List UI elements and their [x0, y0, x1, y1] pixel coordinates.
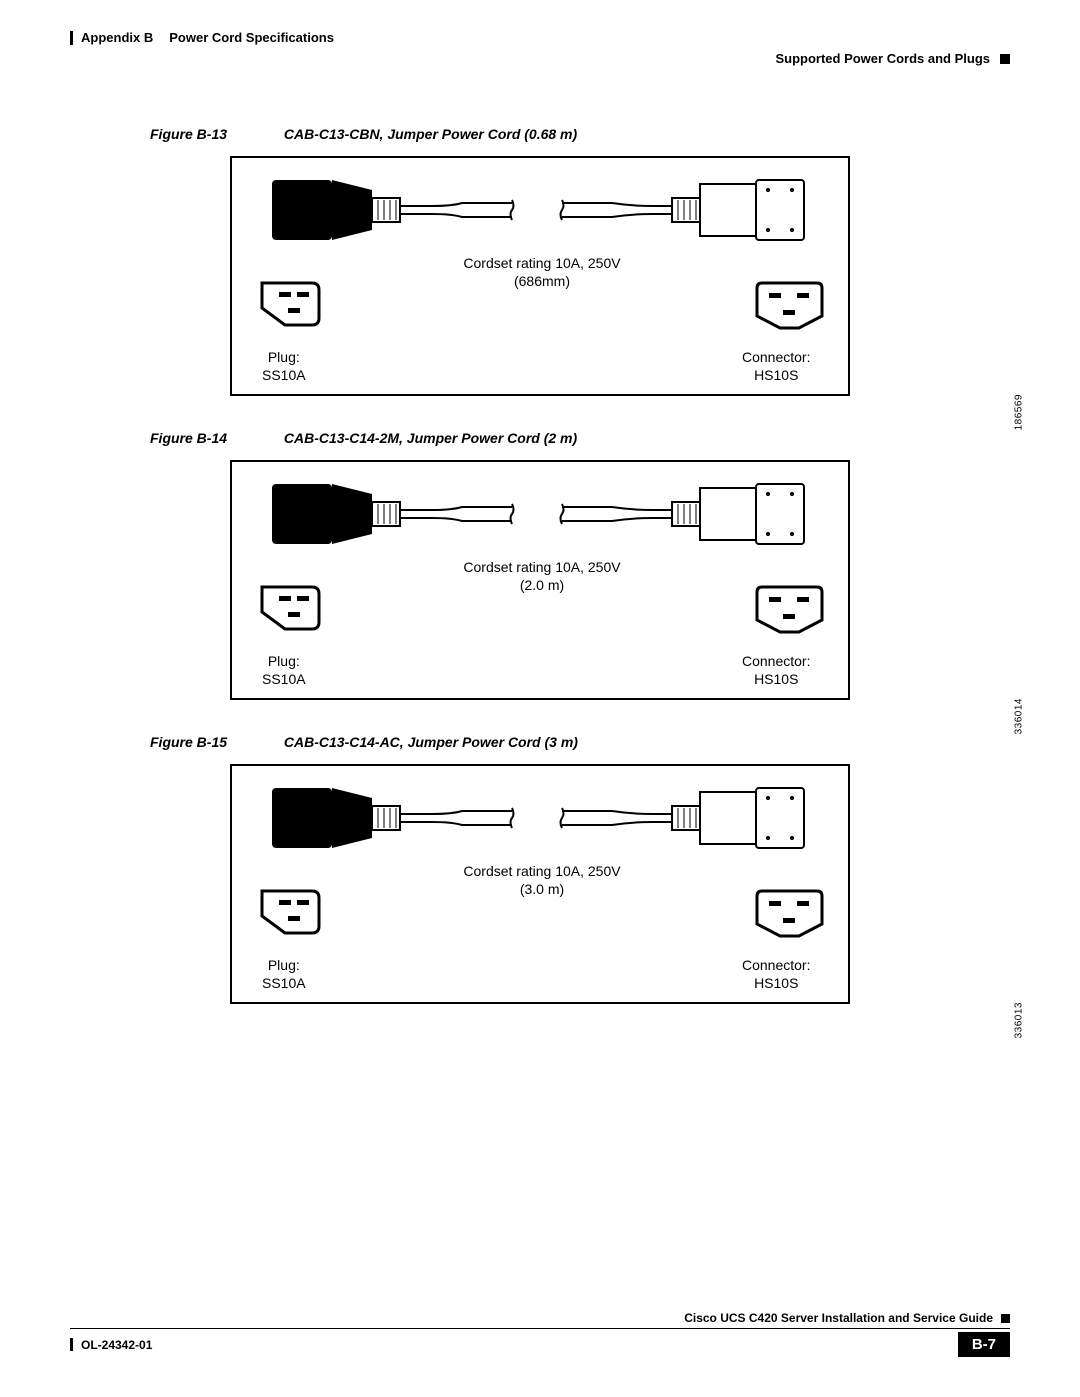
- connector-label: Connector: HS10S: [742, 652, 810, 688]
- figure-title: CAB-C13-C14-AC, Jumper Power Cord (3 m): [284, 734, 578, 750]
- footer-bottom: OL-24342-01 B-7: [70, 1332, 1010, 1357]
- plug-label: Plug: SS10A: [262, 652, 306, 688]
- footer-docnum: OL-24342-01: [81, 1338, 152, 1352]
- footer-bar-icon: [70, 1338, 73, 1351]
- page-footer: Cisco UCS C420 Server Installation and S…: [70, 1311, 1010, 1357]
- page-number: B-7: [958, 1332, 1010, 1357]
- figure-number: Figure B-14: [150, 430, 280, 446]
- ref-number: 186569: [1013, 394, 1024, 430]
- figure-caption: Figure B-13 CAB-C13-CBN, Jumper Power Co…: [150, 126, 1010, 142]
- plug-label: Plug: SS10A: [262, 348, 306, 384]
- figure-caption: Figure B-15 CAB-C13-C14-AC, Jumper Power…: [150, 734, 1010, 750]
- plug-label: Plug: SS10A: [262, 956, 306, 992]
- figure-title: CAB-C13-CBN, Jumper Power Cord (0.68 m): [284, 126, 577, 142]
- cordset-rating: Cordset rating 10A, 250V (2.0 m): [457, 558, 627, 594]
- footer-top: Cisco UCS C420 Server Installation and S…: [70, 1311, 1010, 1329]
- figure-b15: Figure B-15 CAB-C13-C14-AC, Jumper Power…: [70, 734, 1010, 1004]
- appendix-label: Appendix B: [81, 30, 153, 45]
- figure-b13: Figure B-13 CAB-C13-CBN, Jumper Power Co…: [70, 126, 1010, 396]
- header-square-icon: [1000, 54, 1010, 64]
- figure-title: CAB-C13-C14-2M, Jumper Power Cord (2 m): [284, 430, 577, 446]
- ref-number: 336013: [1013, 1002, 1024, 1038]
- page-header: Appendix B Power Cord Specifications Sup…: [70, 30, 1010, 66]
- header-subtitle: Supported Power Cords and Plugs: [775, 51, 990, 66]
- diagram-box: Cordset rating 10A, 250V (2.0 m) Plug: S…: [230, 460, 850, 700]
- footer-guide: Cisco UCS C420 Server Installation and S…: [684, 1311, 993, 1325]
- figure-number: Figure B-15: [150, 734, 280, 750]
- figure-caption: Figure B-14 CAB-C13-C14-2M, Jumper Power…: [150, 430, 1010, 446]
- header-sub: Supported Power Cords and Plugs: [70, 51, 1010, 66]
- connector-label: Connector: HS10S: [742, 956, 810, 992]
- header-top: Appendix B Power Cord Specifications: [70, 30, 1010, 45]
- diagram-box: Cordset rating 10A, 250V (686mm) Plug: S…: [230, 156, 850, 396]
- connector-label: Connector: HS10S: [742, 348, 810, 384]
- header-bar-icon: [70, 31, 73, 45]
- appendix-title: Power Cord Specifications: [169, 30, 334, 45]
- figure-b14: Figure B-14 CAB-C13-C14-2M, Jumper Power…: [70, 430, 1010, 700]
- cordset-rating: Cordset rating 10A, 250V (3.0 m): [457, 862, 627, 898]
- cordset-rating: Cordset rating 10A, 250V (686mm): [457, 254, 627, 290]
- diagram-box: Cordset rating 10A, 250V (3.0 m) Plug: S…: [230, 764, 850, 1004]
- footer-square-icon: [1001, 1314, 1010, 1323]
- ref-number: 336014: [1013, 698, 1024, 734]
- figure-number: Figure B-13: [150, 126, 280, 142]
